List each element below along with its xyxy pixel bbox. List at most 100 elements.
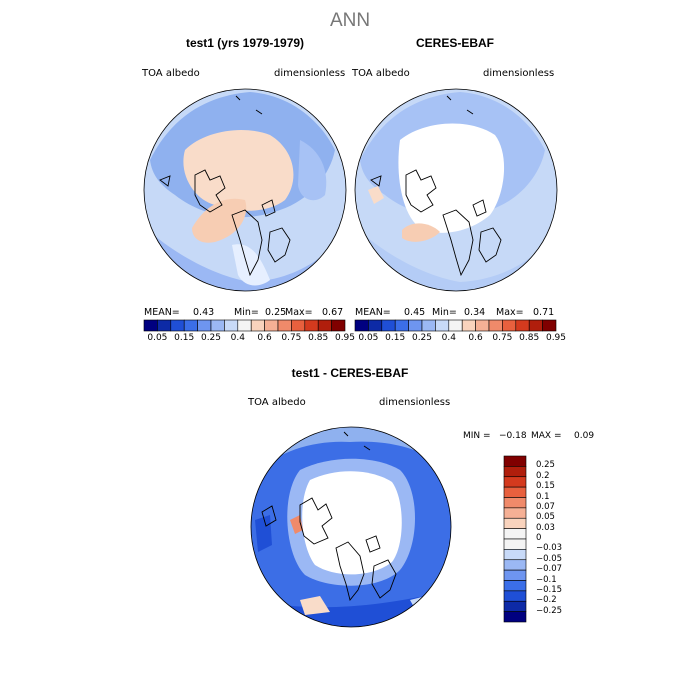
- colorbar-ceres-swatch: [435, 319, 450, 332]
- colorbar-difference-swatch: [503, 507, 527, 519]
- colorbar-test1-tick-label: 0.25: [200, 333, 222, 343]
- colorbar-ceres-swatch: [368, 319, 383, 332]
- panel-title-test1: test1 (yrs 1979-1979): [185, 36, 305, 50]
- variable-label-ceres: TOA albedo: [352, 68, 410, 79]
- colorbar-test1-tick-label: 0.95: [334, 333, 356, 343]
- colorbar-difference-tick-label: 0: [536, 533, 542, 543]
- colorbar-difference-swatch: [503, 569, 527, 581]
- colorbar-difference-tick-label: 0.25: [536, 460, 555, 471]
- colorbar-test1-tick-label: 0.6: [257, 333, 272, 343]
- colorbar-test1-tick-label: 0.85: [308, 333, 329, 343]
- min-value-difference: −0.18: [499, 431, 527, 441]
- mean-value-test1: 0.43: [193, 307, 215, 318]
- colorbar-test1-swatch: [304, 319, 319, 332]
- colorbar-difference-tick-label: 0.15: [536, 481, 555, 492]
- max-value-difference: 0.09: [574, 431, 595, 441]
- colorbar-test1-swatch: [157, 319, 172, 332]
- colorbar-ceres-swatch: [502, 319, 517, 332]
- colorbar-difference-tick-label: 0.1: [536, 491, 550, 502]
- colorbar-ceres-swatch: [354, 319, 369, 332]
- colorbar-difference-swatch: [503, 528, 527, 540]
- colorbar-test1-tick-label: 0.4: [230, 333, 245, 343]
- colorbar-difference-tick-label: −0.05: [536, 553, 563, 564]
- min-label-ceres: Min=: [432, 307, 457, 318]
- colorbar-difference-swatch: [503, 549, 527, 561]
- colorbar-difference-swatch: [503, 538, 527, 550]
- max-label-test1: Max=: [285, 307, 313, 318]
- colorbar-test1-swatch: [264, 319, 279, 332]
- colorbar-difference-tick-label: −0.1: [536, 574, 557, 585]
- colorbar-difference-tick-label: −0.2: [536, 595, 557, 606]
- min-label-difference: MIN =: [463, 431, 491, 441]
- colorbar-test1-swatch: [331, 319, 346, 332]
- colorbar-ceres-swatch: [528, 319, 543, 332]
- variable-label-test1: TOA albedo: [142, 68, 200, 79]
- colorbar-test1-swatch: [291, 319, 306, 332]
- colorbar-difference-swatch: [503, 497, 527, 509]
- colorbar-ceres-swatch: [461, 319, 476, 332]
- colorbar-test1-tick-label: 0.05: [147, 333, 168, 343]
- colorbar-test1-swatch: [237, 319, 252, 332]
- colorbar-ceres-swatch: [381, 319, 396, 332]
- mean-label-test1: MEAN=: [144, 307, 180, 318]
- colorbar-ceres: [354, 319, 557, 332]
- colorbar-ceres-swatch: [515, 319, 530, 332]
- colorbar-test1: [143, 319, 346, 332]
- colorbar-difference-swatch: [503, 559, 527, 571]
- max-value-ceres: 0.71: [533, 307, 555, 318]
- colorbar-difference-swatch: [503, 476, 527, 488]
- colorbar-ceres-swatch: [542, 319, 557, 332]
- max-label-difference: MAX =: [531, 431, 562, 441]
- colorbar-ceres-tick-label: 0.95: [545, 333, 567, 343]
- colorbar-difference-tick-label: 0.07: [536, 501, 555, 512]
- colorbar-difference-swatch: [503, 466, 527, 478]
- colorbar-difference-tick-label: −0.15: [536, 584, 563, 595]
- colorbar-ceres-swatch: [448, 319, 463, 332]
- colorbar-test1-swatch: [143, 319, 158, 332]
- colorbar-difference-swatch: [503, 455, 527, 467]
- colorbar-difference-tick-label: 0.03: [536, 522, 555, 533]
- colorbar-test1-swatch: [317, 319, 332, 332]
- colorbar-ceres-tick-label: 0.6: [468, 333, 483, 343]
- colorbar-test1-tick-label: 0.15: [174, 333, 195, 343]
- colorbar-difference-tick-label: 0.2: [536, 470, 550, 481]
- units-label-test1: dimensionless: [274, 68, 346, 79]
- colorbar-ceres-swatch: [488, 319, 503, 332]
- max-value-test1: 0.67: [322, 307, 344, 318]
- units-label-ceres: dimensionless: [483, 68, 555, 79]
- colorbar-difference-swatch: [503, 486, 527, 498]
- colorbar-difference-swatch: [503, 517, 527, 529]
- colorbar-ceres-swatch: [408, 319, 423, 332]
- variable-label-difference: TOA albedo: [248, 397, 306, 408]
- colorbar-difference-swatch: [503, 590, 527, 602]
- colorbar-ceres-tick-label: 0.25: [411, 333, 433, 343]
- colorbar-test1-tick-label: 0.75: [281, 333, 302, 343]
- map-difference: [250, 426, 452, 628]
- units-label-difference: dimensionless: [379, 397, 451, 408]
- colorbar-difference-tick-label: −0.03: [536, 543, 563, 554]
- colorbar-difference-swatch: [503, 580, 527, 592]
- mean-value-ceres: 0.45: [404, 307, 426, 318]
- min-label-test1: Min=: [234, 307, 259, 318]
- panel-title-ceres: CERES-EBAF: [415, 36, 494, 50]
- colorbar-ceres-swatch: [421, 319, 436, 332]
- colorbar-ceres-tick-label: 0.15: [385, 333, 406, 343]
- colorbar-ceres-tick-label: 0.85: [519, 333, 540, 343]
- colorbar-difference-swatch: [503, 600, 527, 612]
- colorbar-test1-swatch: [250, 319, 265, 332]
- colorbar-test1-swatch: [277, 319, 292, 332]
- colorbar-ceres-swatch: [475, 319, 490, 332]
- figure-title: ANN: [330, 10, 371, 31]
- mean-label-ceres: MEAN=: [355, 307, 391, 318]
- max-label-ceres: Max=: [496, 307, 524, 318]
- min-value-ceres: 0.34: [464, 307, 486, 318]
- min-value-test1: 0.25: [265, 307, 287, 318]
- colorbar-test1-swatch: [197, 319, 212, 332]
- colorbar-difference: [503, 455, 527, 623]
- map-test1: [143, 88, 347, 292]
- map-ceres-ebaf: [354, 88, 558, 292]
- colorbar-test1-swatch: [183, 319, 198, 332]
- colorbar-difference-tick-label: −0.25: [536, 605, 563, 616]
- colorbar-test1-swatch: [224, 319, 239, 332]
